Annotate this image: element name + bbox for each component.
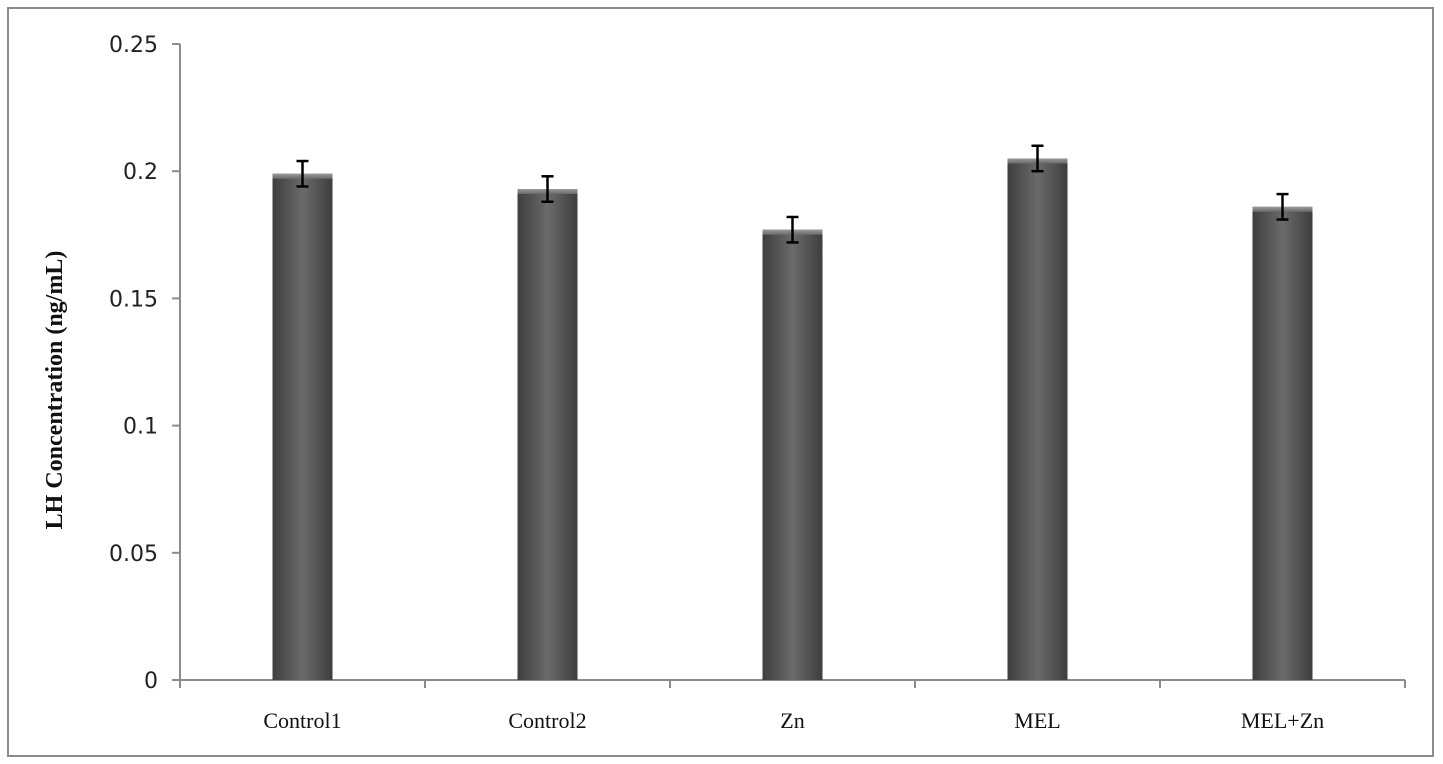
y-tick-label: 0.15 — [109, 287, 158, 312]
chart-frame — [7, 7, 1434, 757]
bars-group — [272, 158, 1313, 681]
x-tick-label: Control1 — [263, 708, 341, 733]
bar-mel — [1007, 158, 1068, 681]
y-axis-label: LH Concentration (ng/mL) — [42, 251, 68, 530]
y-tick-label: 0.2 — [123, 160, 158, 185]
x-tick-label: MEL — [1014, 708, 1060, 733]
y-tick-label: 0.25 — [109, 33, 158, 58]
bar-zn — [762, 229, 823, 680]
bar-control2 — [517, 189, 578, 680]
error-bars-group — [296, 144, 1289, 244]
x-tick-label: Zn — [780, 708, 804, 733]
labels-group: 0 0.05 0.1 0.15 0.2 0.25 Control1 Control2 Zn MEL… — [109, 33, 1324, 733]
x-tick-label: Control2 — [508, 708, 586, 733]
x-tick-label: MEL+Zn — [1241, 708, 1324, 733]
bar-mel-zn — [1252, 206, 1313, 681]
y-tick-label: 0.1 — [123, 415, 158, 440]
y-tick-label: 0.05 — [109, 542, 158, 567]
bar-control1 — [272, 173, 333, 680]
y-tick-label: 0 — [144, 669, 158, 694]
